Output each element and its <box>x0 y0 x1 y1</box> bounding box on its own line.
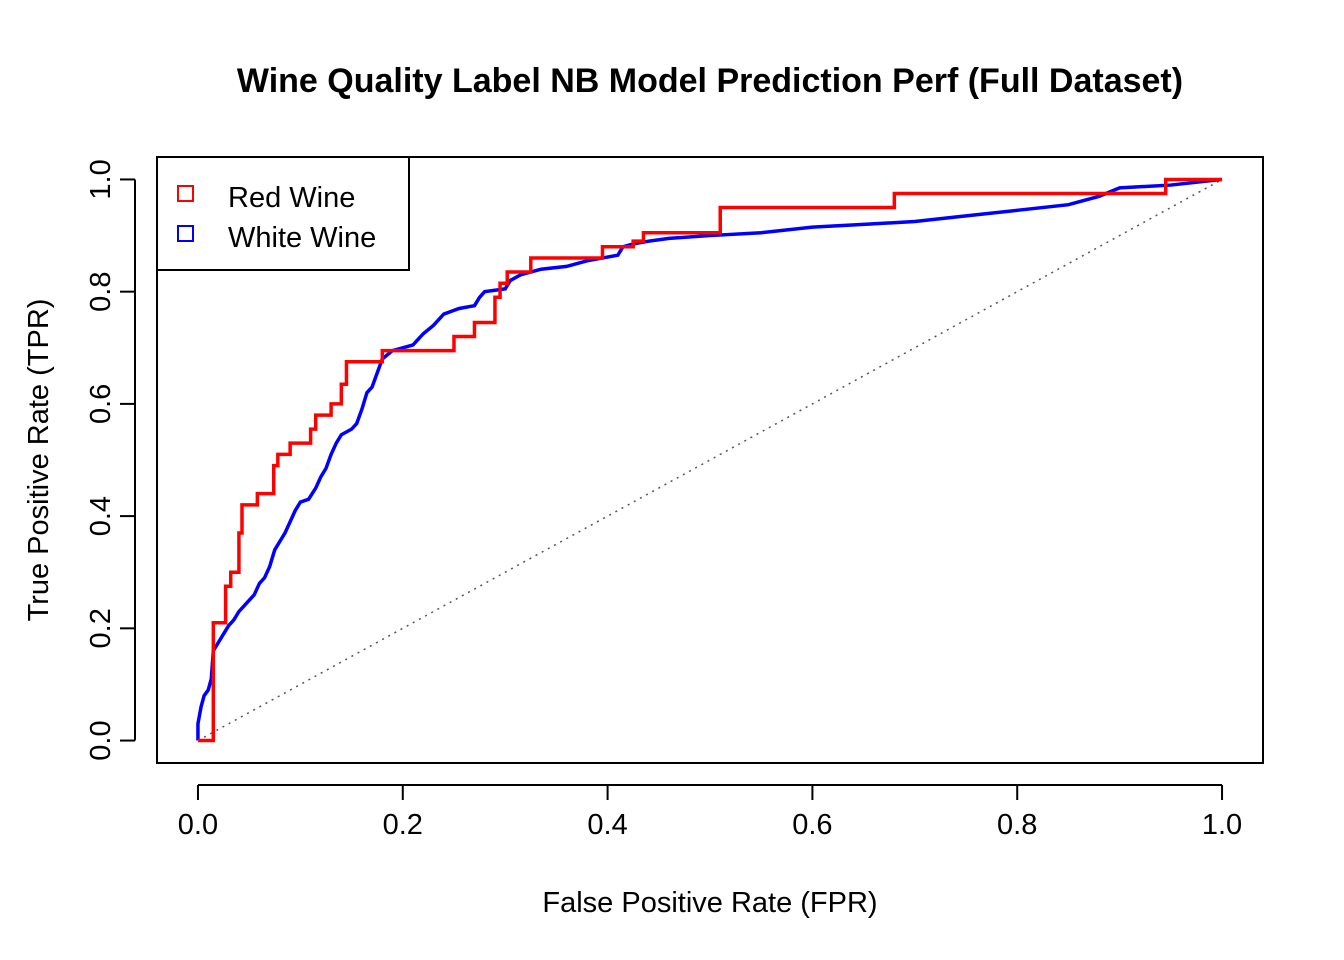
x-tick-label: 1.0 <box>1202 809 1242 841</box>
legend-key-red-wine <box>177 185 194 202</box>
y-tick-label: 1.0 <box>85 159 117 199</box>
y-tick-label: 0.6 <box>85 384 117 424</box>
x-tick-label: 0.8 <box>997 809 1037 841</box>
series-line-white-wine <box>196 177 1223 741</box>
chart-title: Wine Quality Label NB Model Prediction P… <box>237 62 1183 100</box>
legend-label-red-wine: Red Wine <box>228 182 355 214</box>
diagonal-reference-line <box>197 178 1223 742</box>
legend: Red Wine White Wine <box>156 156 410 271</box>
legend-key-white-wine <box>177 225 194 242</box>
legend-box <box>156 156 410 271</box>
series-line-red-wine <box>197 177 1223 743</box>
y-tick-label: 0.2 <box>85 608 117 648</box>
x-tick-label: 0.4 <box>587 809 627 841</box>
plot-area <box>196 177 1223 743</box>
legend-label-white-wine: White Wine <box>228 222 376 254</box>
plot-frame <box>156 156 1264 764</box>
x-tick-label: 0.0 <box>178 809 218 841</box>
x-axis-label: False Positive Rate (FPR) <box>542 887 877 919</box>
x-axis: 0.0 0.2 0.4 0.6 0.8 1.0 <box>178 784 1242 841</box>
y-axis-label: True Positive Rate (TPR) <box>23 299 55 622</box>
x-tick-label: 0.6 <box>792 809 832 841</box>
y-tick-label: 0.0 <box>85 720 117 760</box>
y-tick-label: 0.4 <box>85 496 117 536</box>
y-tick-label: 0.8 <box>85 272 117 312</box>
y-axis: 0.0 0.2 0.4 0.6 0.8 1.0 <box>85 159 136 761</box>
x-tick-label: 0.2 <box>383 809 423 841</box>
